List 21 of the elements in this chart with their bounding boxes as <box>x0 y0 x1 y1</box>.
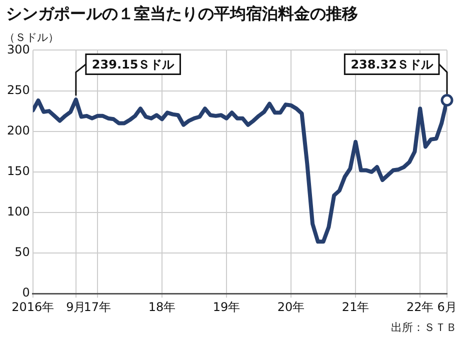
x-tick-label: 17年 <box>84 300 112 314</box>
y-tick-label: 0 <box>22 286 30 300</box>
y-axis-title: （Ｓドル） <box>4 30 59 44</box>
annotation: 238.32Ｓドル <box>350 57 434 72</box>
x-tick-label: 21年 <box>342 300 370 314</box>
text: 出所：ＳＴＢ <box>391 320 457 335</box>
y-tick-label: 300 <box>7 42 30 56</box>
x-tick-label: 19年 <box>212 300 240 314</box>
x-tick-label: 22年 <box>406 300 434 314</box>
annotation: 239.15Ｓドル <box>92 57 176 72</box>
y-tick-label: 100 <box>7 204 30 219</box>
y-tick-label: 200 <box>7 123 30 138</box>
y-tick-label: 150 <box>7 164 30 178</box>
x-tick-label: 18年 <box>148 300 176 314</box>
y-tick-label: 250 <box>7 82 30 97</box>
x-tick-label: 9月 <box>66 300 86 314</box>
y-tick-label: 50 <box>14 245 30 260</box>
x-tick-label: 6月 <box>437 300 457 314</box>
chart-title: シンガポールの１室当たりの平均宿泊料金の推移 <box>6 4 358 25</box>
x-tick-label: 20年 <box>277 300 305 314</box>
x-tick-label: 2016年 <box>12 300 54 314</box>
